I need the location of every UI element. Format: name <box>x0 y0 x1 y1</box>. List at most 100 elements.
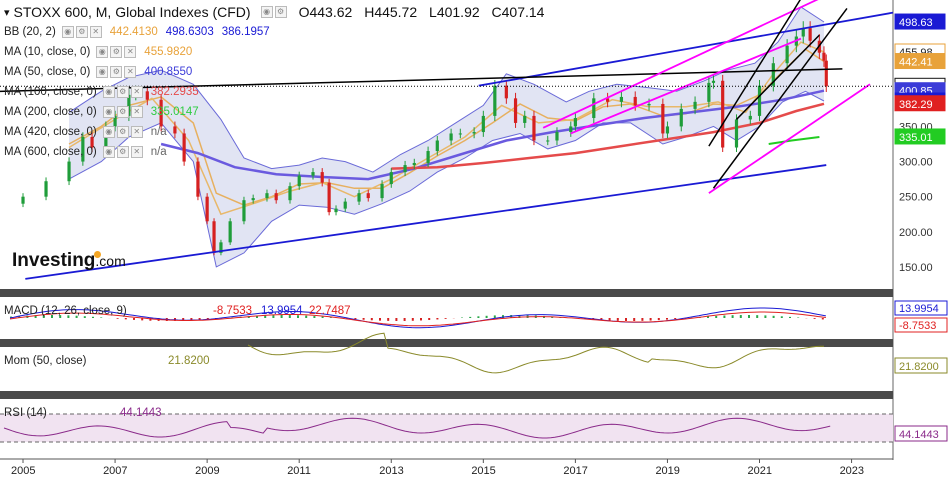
indicator-row[interactable]: MA (600, close, 0)◉⚙✕n/a <box>4 145 175 159</box>
candle-body <box>344 202 347 209</box>
price-tag-label: 442.41 <box>899 57 933 69</box>
candle-body <box>680 109 683 127</box>
x-tick-label: 2017 <box>563 465 587 477</box>
x-tick-label: 2013 <box>379 465 403 477</box>
candle-body <box>809 28 812 41</box>
gear-icon[interactable]: ⚙ <box>117 86 129 98</box>
gear-icon[interactable]: ⚙ <box>110 46 122 58</box>
gear-icon[interactable]: ⚙ <box>117 126 129 138</box>
gear-icon[interactable]: ⚙ <box>275 6 287 18</box>
candle-body <box>647 104 650 105</box>
macd-histogram-bar <box>428 318 430 320</box>
eye-icon[interactable]: ◉ <box>103 146 115 158</box>
indicator-icons[interactable]: ◉⚙✕ <box>103 126 143 138</box>
macd-histogram-bar <box>371 318 373 320</box>
macd-value: -8.7533 <box>213 305 252 317</box>
x-tick-label: 2005 <box>11 465 35 477</box>
title-settings-icons[interactable]: ◉ ⚙ <box>261 6 287 18</box>
close-icon[interactable]: ✕ <box>124 66 136 78</box>
indicator-row[interactable]: MA (100, close, 0)◉⚙✕382.2935 <box>4 85 207 99</box>
close-icon[interactable]: ✕ <box>90 26 102 38</box>
indicator-label: MA (10, close, 0) <box>4 46 90 58</box>
indicator-value: 386.1957 <box>222 26 270 38</box>
indicator-row[interactable]: MA (10, close, 0) ◉⚙✕ 455.9820 <box>4 45 200 59</box>
indicator-icons[interactable]: ◉⚙✕ <box>103 86 143 98</box>
macd-histogram-bar <box>740 315 742 318</box>
x-tick-label: 2019 <box>655 465 679 477</box>
candle-body <box>721 81 724 148</box>
candle-body <box>242 200 245 221</box>
macd-histogram-bar <box>764 315 766 318</box>
gear-icon[interactable]: ⚙ <box>110 66 122 78</box>
candle-body <box>357 193 360 201</box>
eye-icon[interactable]: ◉ <box>103 126 115 138</box>
macd-histogram-bar <box>305 316 307 318</box>
eye-icon[interactable]: ◉ <box>96 46 108 58</box>
candle-body <box>473 132 476 133</box>
y-tick-label: 250.00 <box>899 192 933 204</box>
indicator-row[interactable]: MA (50, close, 0) ◉⚙✕ 400.8550 <box>4 65 200 79</box>
ohlc-close: C407.14 <box>492 4 545 20</box>
indicator-icons[interactable]: ◉⚙✕ <box>103 106 143 118</box>
candle-body <box>666 126 669 133</box>
indicator-value: n/a <box>151 126 167 138</box>
indicator-label: MA (200, close, 0) <box>4 106 97 118</box>
candle-body <box>749 116 752 120</box>
candle-body <box>523 116 526 123</box>
candle-body <box>436 140 439 151</box>
macd-histogram-bar <box>617 318 619 321</box>
indicator-label: MA (50, close, 0) <box>4 66 90 78</box>
candle-body <box>367 193 370 198</box>
indicator-row[interactable]: MA (420, close, 0)◉⚙✕n/a <box>4 125 175 139</box>
eye-icon[interactable]: ◉ <box>261 6 273 18</box>
macd-label: MACD (12, 26, close, 9) <box>4 305 127 317</box>
close-icon[interactable]: ✕ <box>131 86 143 98</box>
macd-histogram-bar <box>100 317 102 318</box>
macd-right-label: -8.7533 <box>899 320 936 332</box>
trendline-upper-resistance <box>479 13 893 86</box>
macd-histogram-bar <box>477 316 479 318</box>
macd-value: 13.9954 <box>261 305 303 317</box>
indicator-icons[interactable]: ◉⚙✕ <box>96 66 136 78</box>
macd-line <box>10 308 826 328</box>
logo-brand: Investing <box>12 250 95 271</box>
gear-icon[interactable]: ⚙ <box>117 146 129 158</box>
macd-histogram-bar <box>658 318 660 320</box>
indicator-value: 455.9820 <box>144 46 192 58</box>
price-tag-label: 498.63 <box>899 17 933 29</box>
eye-icon[interactable]: ◉ <box>103 86 115 98</box>
candle-body <box>661 104 664 134</box>
collapse-icon[interactable]: ▾ <box>4 6 10 19</box>
close-icon[interactable]: ✕ <box>131 106 143 118</box>
macd-histogram-bar <box>625 318 627 321</box>
macd-histogram-bar <box>469 317 471 318</box>
gear-icon[interactable]: ⚙ <box>117 106 129 118</box>
close-icon[interactable]: ✕ <box>124 46 136 58</box>
x-tick-label: 2007 <box>103 465 127 477</box>
indicator-label: MA (600, close, 0) <box>4 146 97 158</box>
eye-icon[interactable]: ◉ <box>103 106 115 118</box>
indicator-value: 335.0147 <box>151 106 199 118</box>
macd-histogram-bar <box>436 318 438 319</box>
macd-value: 22.7487 <box>309 305 351 317</box>
x-tick-label: 2023 <box>840 465 864 477</box>
candle-body <box>380 184 383 198</box>
indicator-value: 400.8550 <box>144 66 192 78</box>
macd-histogram-bar <box>633 318 635 321</box>
gear-icon[interactable]: ⚙ <box>76 26 88 38</box>
close-icon[interactable]: ✕ <box>131 126 143 138</box>
candle-body <box>707 83 710 102</box>
candle-body <box>212 221 215 253</box>
macd-histogram-bar <box>715 316 717 318</box>
indicator-icons[interactable]: ◉⚙✕ <box>96 46 136 58</box>
indicator-icons[interactable]: ◉⚙✕ <box>62 26 102 38</box>
macd-histogram-bar <box>125 318 127 319</box>
candle-body <box>298 176 301 187</box>
eye-icon[interactable]: ◉ <box>62 26 74 38</box>
indicator-icons[interactable]: ◉⚙✕ <box>103 146 143 158</box>
eye-icon[interactable]: ◉ <box>96 66 108 78</box>
rsi-label: RSI (14) <box>4 407 47 419</box>
indicator-row[interactable]: MA (200, close, 0) ◉⚙✕ 335.0147 <box>4 105 207 119</box>
close-icon[interactable]: ✕ <box>131 146 143 158</box>
